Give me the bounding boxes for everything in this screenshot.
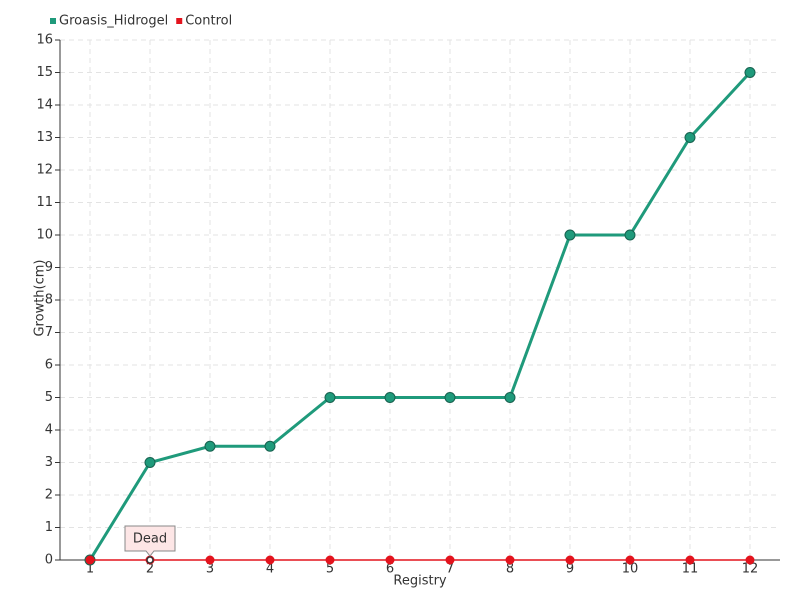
data-point bbox=[744, 67, 756, 78]
data-point bbox=[385, 555, 395, 565]
annotation-text: Dead bbox=[133, 532, 167, 547]
data-point bbox=[444, 392, 456, 403]
x-tick-label: 7 bbox=[446, 562, 454, 577]
y-tick-label: 12 bbox=[36, 163, 53, 178]
legend-label: Groasis_Hidrogel bbox=[59, 14, 168, 29]
y-tick-label: 9 bbox=[45, 260, 53, 275]
data-point bbox=[684, 132, 696, 143]
data-point bbox=[625, 555, 635, 565]
data-point bbox=[204, 440, 216, 452]
annotation: Dead bbox=[124, 525, 176, 557]
annotation-box bbox=[124, 525, 176, 557]
y-tick-label: 10 bbox=[36, 228, 53, 243]
series-line bbox=[88, 71, 752, 561]
x-axis-label: Registry bbox=[393, 574, 447, 589]
data-point bbox=[264, 440, 276, 452]
x-tick-label: 2 bbox=[146, 562, 154, 577]
x-tick-label: 3 bbox=[206, 562, 214, 577]
legend-swatch bbox=[176, 18, 183, 24]
data-point bbox=[324, 392, 336, 403]
data-point bbox=[745, 555, 755, 565]
y-axis-label: Growth(cm) bbox=[33, 259, 48, 336]
data-point bbox=[505, 555, 515, 565]
data-point bbox=[565, 555, 575, 565]
y-tick-label: 7 bbox=[45, 325, 53, 340]
x-tick-label: 11 bbox=[682, 562, 699, 577]
data-point bbox=[564, 229, 576, 241]
y-tick-label: 16 bbox=[36, 33, 53, 48]
data-point bbox=[144, 457, 156, 468]
data-point bbox=[685, 555, 695, 565]
x-tick-label: 8 bbox=[506, 562, 514, 577]
legend-label: Control bbox=[185, 14, 232, 29]
y-tick-label: 15 bbox=[36, 65, 53, 80]
legend-swatch bbox=[50, 18, 56, 24]
data-point bbox=[85, 555, 95, 565]
y-tick-label: 6 bbox=[45, 358, 53, 373]
data-point bbox=[504, 392, 516, 403]
x-tick-label: 1 bbox=[86, 562, 94, 577]
x-tick-label: 10 bbox=[622, 562, 639, 577]
y-tick-label: 3 bbox=[45, 455, 53, 470]
y-tick-label: 2 bbox=[45, 488, 53, 503]
data-point bbox=[205, 555, 215, 565]
data-point bbox=[325, 555, 335, 565]
data-point bbox=[265, 555, 275, 565]
x-tick-label: 12 bbox=[742, 562, 759, 577]
x-tick-label: 9 bbox=[566, 562, 574, 577]
annotation-marker bbox=[146, 556, 154, 564]
y-tick-label: 13 bbox=[36, 130, 53, 145]
y-tick-label: 1 bbox=[45, 520, 53, 535]
data-point bbox=[624, 229, 636, 241]
y-tick-label: 4 bbox=[45, 423, 53, 438]
x-tick-label: 4 bbox=[266, 562, 274, 577]
data-point bbox=[445, 555, 455, 565]
y-tick-label: 8 bbox=[45, 293, 53, 308]
y-tick-label: 0 bbox=[45, 553, 53, 568]
y-tick-label: 11 bbox=[36, 195, 53, 210]
y-tick-label: 5 bbox=[45, 390, 53, 405]
x-tick-label: 6 bbox=[386, 562, 394, 577]
x-tick-label: 5 bbox=[326, 562, 334, 577]
y-tick-label: 14 bbox=[36, 98, 53, 113]
data-point bbox=[384, 392, 396, 403]
